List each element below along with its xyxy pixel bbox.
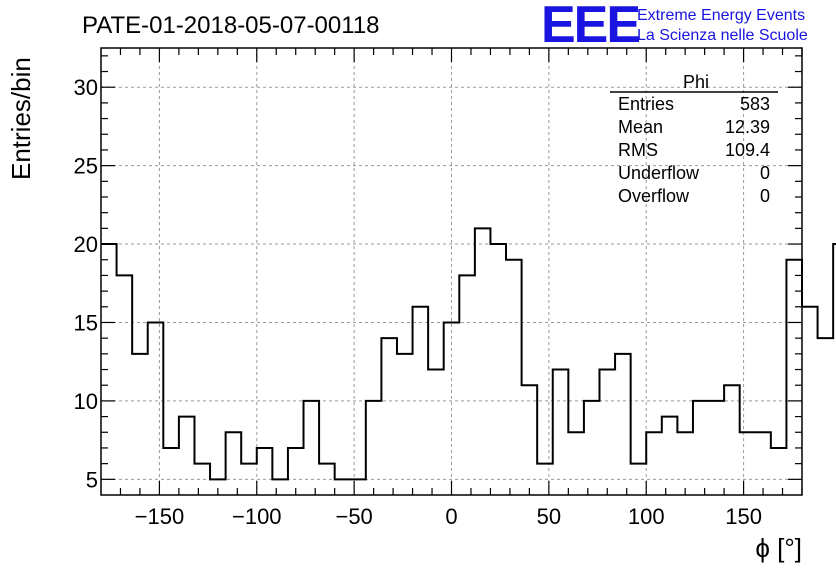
stats-row-label: Entries bbox=[618, 94, 674, 114]
stats-row-value: 109.4 bbox=[725, 140, 770, 160]
histogram-bin bbox=[117, 275, 133, 495]
histogram-bin bbox=[818, 338, 834, 495]
chart-title: PATE-01-2018-05-07-00118 bbox=[82, 12, 380, 39]
stats-row-label: Overflow bbox=[618, 186, 690, 206]
histogram-bin bbox=[693, 401, 709, 495]
histogram-bin bbox=[615, 354, 631, 495]
histogram-bin bbox=[459, 275, 475, 495]
histogram-bin bbox=[226, 432, 242, 495]
histogram-bin bbox=[755, 432, 771, 495]
grid bbox=[101, 48, 802, 495]
histogram-bin bbox=[257, 448, 273, 495]
histogram-bin bbox=[646, 432, 662, 495]
y-axis: 5 10 15 20 25 30 bbox=[74, 55, 802, 492]
histogram-bin bbox=[163, 448, 179, 495]
histogram-bin bbox=[335, 479, 351, 495]
histogram-bin bbox=[304, 401, 320, 495]
histogram-line bbox=[101, 227, 836, 481]
histogram-bin bbox=[444, 322, 460, 495]
histogram-bin bbox=[490, 244, 506, 495]
x-tick-label: 100 bbox=[628, 504, 665, 529]
histogram-bin bbox=[413, 307, 429, 495]
stats-row-label: Mean bbox=[618, 117, 663, 137]
histogram-bin bbox=[428, 370, 444, 495]
histogram-bin bbox=[522, 385, 538, 495]
logo-line-2: La Scienza nelle Scuole bbox=[637, 27, 808, 44]
x-tick-label: 0 bbox=[445, 504, 457, 529]
histogram-bin bbox=[350, 479, 366, 495]
stats-box: Phi Entries 583 Mean 12.39 RMS 109.4 Underflow… bbox=[610, 72, 778, 206]
x-tick-label: 50 bbox=[537, 504, 561, 529]
histogram-bin bbox=[786, 260, 802, 495]
histogram-bin bbox=[132, 354, 148, 495]
histogram-bin bbox=[148, 322, 164, 495]
histogram-bin bbox=[179, 417, 195, 495]
x-tick-label: 150 bbox=[725, 504, 762, 529]
histogram-bin bbox=[288, 448, 304, 495]
y-tick-label: 20 bbox=[74, 232, 98, 257]
histogram-bin bbox=[662, 417, 678, 495]
stats-row-value: 0 bbox=[760, 163, 770, 183]
logo-line-1: Extreme Energy Events bbox=[637, 7, 805, 24]
x-tick-label: −150 bbox=[135, 504, 185, 529]
stats-row-label: Underflow bbox=[618, 163, 700, 183]
histogram-bin bbox=[740, 432, 756, 495]
x-tick-label: −100 bbox=[232, 504, 282, 529]
histogram-bin bbox=[724, 385, 740, 495]
histogram-bin bbox=[194, 464, 210, 495]
histogram-bin bbox=[568, 432, 584, 495]
stats-title: Phi bbox=[683, 72, 709, 92]
y-tick-label: 15 bbox=[74, 310, 98, 335]
x-axis-label: ϕ [°] bbox=[755, 533, 802, 563]
x-axis: −150 −100 −50 0 50 100 150 bbox=[119, 48, 803, 529]
stats-row-label: RMS bbox=[618, 140, 658, 160]
y-tick-label: 10 bbox=[74, 389, 98, 414]
y-tick-label: 5 bbox=[86, 467, 98, 492]
stats-row-value: 0 bbox=[760, 186, 770, 206]
histogram-bin bbox=[241, 464, 257, 495]
logo-mark: EEE bbox=[541, 0, 639, 54]
histogram-bin bbox=[802, 307, 818, 495]
histogram-bin bbox=[677, 432, 693, 495]
stats-row-value: 583 bbox=[740, 94, 770, 114]
eee-logo: EEE Extreme Energy Events La Scienza nel… bbox=[541, 0, 808, 54]
histogram-bin bbox=[506, 260, 522, 495]
histogram-bin bbox=[584, 401, 600, 495]
histogram-bin bbox=[771, 448, 787, 495]
histogram-bin bbox=[397, 354, 413, 495]
histogram-bin bbox=[366, 401, 382, 495]
y-axis-label: Entries/bin bbox=[6, 57, 36, 180]
y-tick-label: 30 bbox=[74, 75, 98, 100]
histogram-bin bbox=[599, 370, 615, 495]
histogram-bin bbox=[709, 401, 725, 495]
histogram-bin bbox=[319, 464, 335, 495]
y-tick-label: 25 bbox=[74, 154, 98, 179]
histogram-bin bbox=[631, 464, 647, 495]
histogram-bin bbox=[475, 228, 491, 495]
stats-row-value: 12.39 bbox=[725, 117, 770, 137]
histogram-bin bbox=[381, 338, 397, 495]
x-tick-label: −50 bbox=[335, 504, 372, 529]
histogram-series bbox=[101, 227, 836, 495]
histogram-bin bbox=[537, 464, 553, 495]
histogram-bin bbox=[272, 479, 288, 495]
histogram-bin bbox=[553, 370, 569, 495]
